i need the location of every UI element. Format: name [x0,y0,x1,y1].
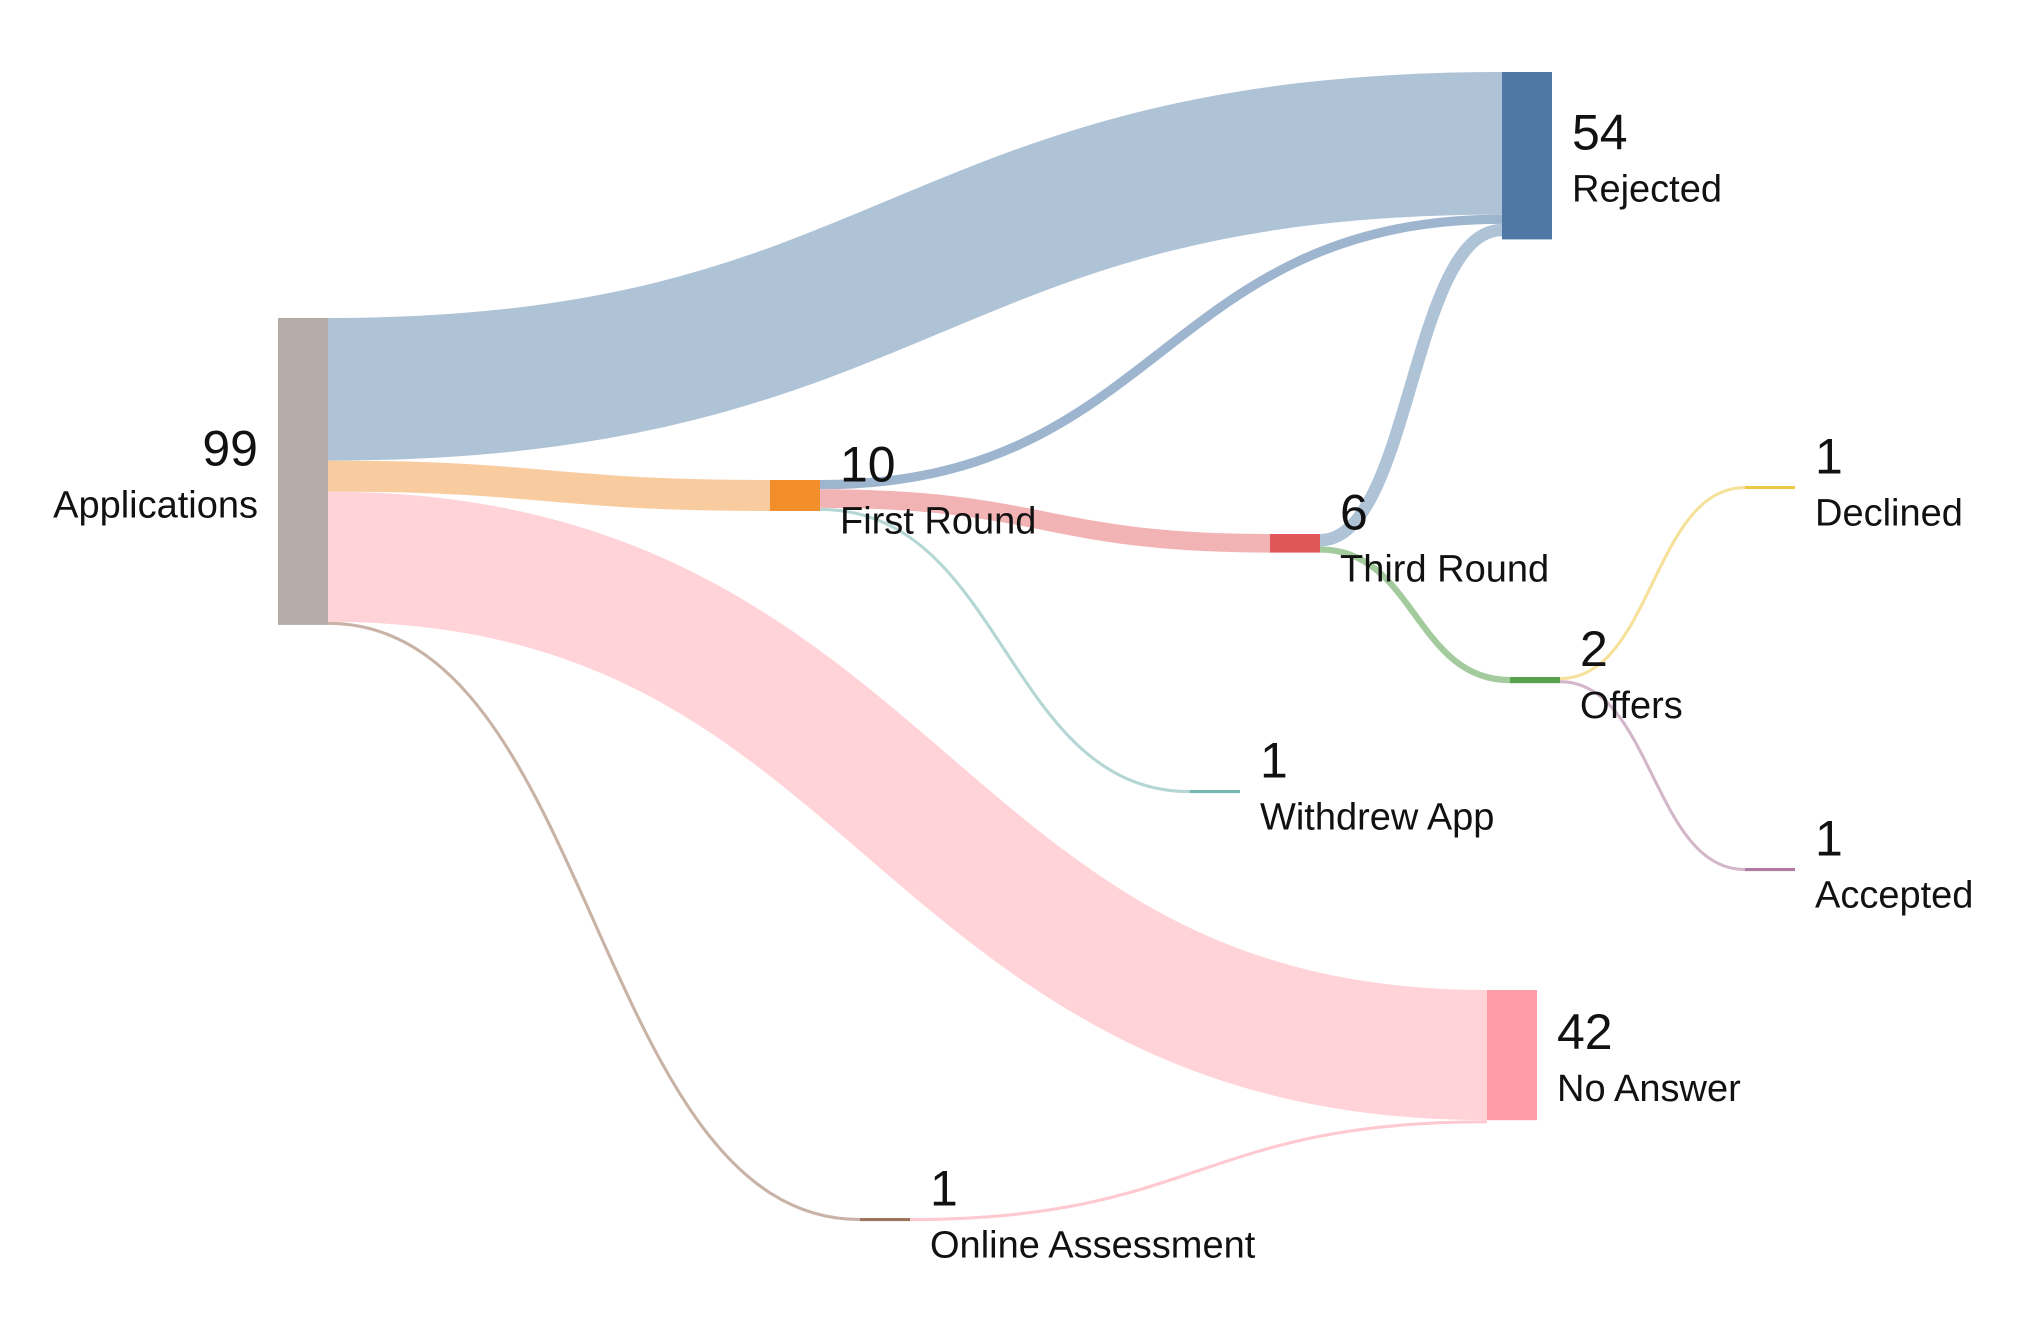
node-withdrew-app [1190,790,1240,794]
node-value-online-assessment: 1 [930,1161,958,1217]
node-label-offers: Offers [1580,685,1683,727]
node-value-no-answer: 42 [1557,1004,1613,1060]
link-first-round-to-withdrew-app [819,507,1191,794]
link-third-round-to-rejected [1319,223,1503,547]
link-first-round-to-third-round [819,489,1271,553]
node-declined [1745,486,1795,490]
node-rejected [1502,72,1552,240]
node-label-third-round: Third Round [1340,548,1549,590]
node-applications [278,318,328,625]
link-applications-to-rejected [327,72,1503,461]
labels-layer: 99 Applications 10 First Round 1 Online Asses… [53,105,1973,1267]
node-label-no-answer: No Answer [1557,1068,1741,1110]
links-layer [327,72,1746,1222]
node-value-declined: 1 [1815,429,1843,485]
node-offers [1510,677,1560,684]
node-label-accepted: Accepted [1815,875,1973,917]
node-third-round [1270,534,1320,553]
node-no-answer [1487,990,1537,1121]
link-third-round-to-offers [1319,546,1511,684]
node-value-withdrew-app: 1 [1260,733,1288,789]
link-online-assessment-to-no-answer [909,1120,1488,1222]
node-online-assessment [860,1218,910,1222]
link-offers-to-declined [1559,486,1746,681]
link-offers-to-accepted [1559,680,1746,872]
link-first-round-to-rejected [819,214,1503,490]
node-label-withdrew-app: Withdrew App [1260,797,1494,839]
node-label-online-assessment: Online Assessment [930,1225,1256,1267]
node-value-accepted: 1 [1815,811,1843,867]
link-applications-to-online-assessment [327,621,861,1222]
node-value-offers: 2 [1580,621,1608,677]
node-label-rejected: Rejected [1572,169,1722,211]
node-value-applications: 99 [202,420,258,476]
node-label-applications: Applications [53,484,258,526]
nodes-layer [278,72,1795,1222]
node-label-declined: Declined [1815,493,1963,535]
node-value-rejected: 54 [1572,105,1628,161]
link-applications-to-no-answer [327,491,1488,1121]
link-applications-to-first-round [327,460,771,511]
node-first-round [770,480,820,511]
node-value-third-round: 6 [1340,484,1368,540]
node-accepted [1745,868,1795,872]
node-label-first-round: First Round [840,501,1036,543]
node-value-first-round: 10 [840,437,896,493]
